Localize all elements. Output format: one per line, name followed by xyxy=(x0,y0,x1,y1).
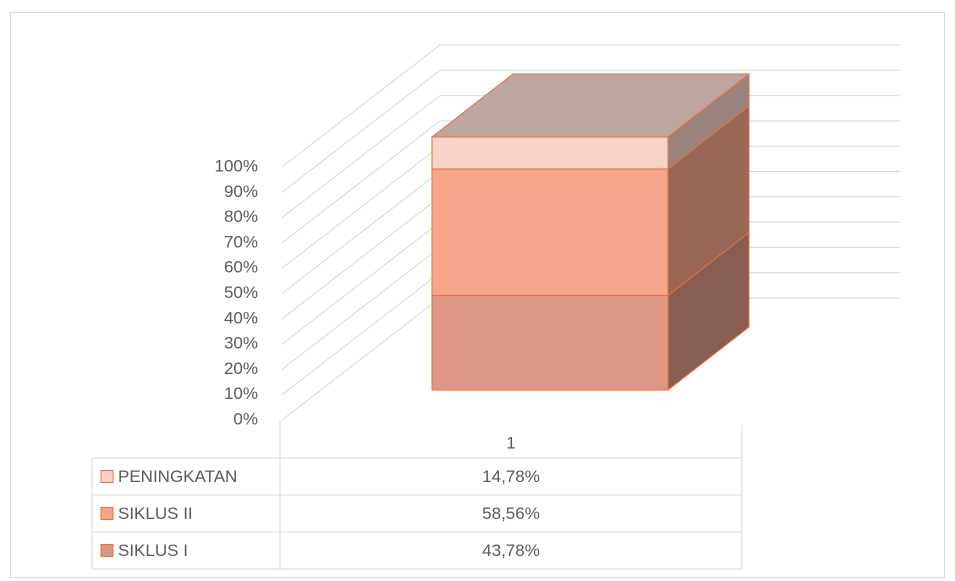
y-tick-label: 100% xyxy=(215,156,258,175)
legend-swatch xyxy=(100,470,114,483)
table-value: 43,78% xyxy=(482,541,540,560)
bar-segment xyxy=(431,136,669,170)
bar-segment xyxy=(431,294,669,391)
grid-line xyxy=(281,44,900,168)
y-tick-label: 20% xyxy=(224,359,258,378)
bar-top xyxy=(430,73,751,138)
y-tick-label: 90% xyxy=(224,182,258,201)
legend-label: PENINGKATAN xyxy=(118,467,237,486)
y-tick-label: 0% xyxy=(233,409,258,428)
legend-label: SIKLUS II xyxy=(118,504,193,523)
x-tick-label: 1 xyxy=(506,433,515,452)
y-tick-label: 50% xyxy=(224,283,258,302)
y-tick-label: 70% xyxy=(224,232,258,251)
y-tick-label: 10% xyxy=(224,384,258,403)
table-value: 14,78% xyxy=(482,467,540,486)
bar-segment xyxy=(431,168,669,296)
y-tick-label: 30% xyxy=(224,334,258,353)
y-tick-label: 40% xyxy=(224,308,258,327)
legend-label: SIKLUS I xyxy=(118,541,188,560)
legend-swatch xyxy=(100,507,114,520)
table-value: 58,56% xyxy=(482,504,540,523)
y-tick-label: 80% xyxy=(224,207,258,226)
y-tick-label: 60% xyxy=(224,258,258,277)
legend-swatch xyxy=(100,544,114,557)
grid-line xyxy=(281,69,900,193)
